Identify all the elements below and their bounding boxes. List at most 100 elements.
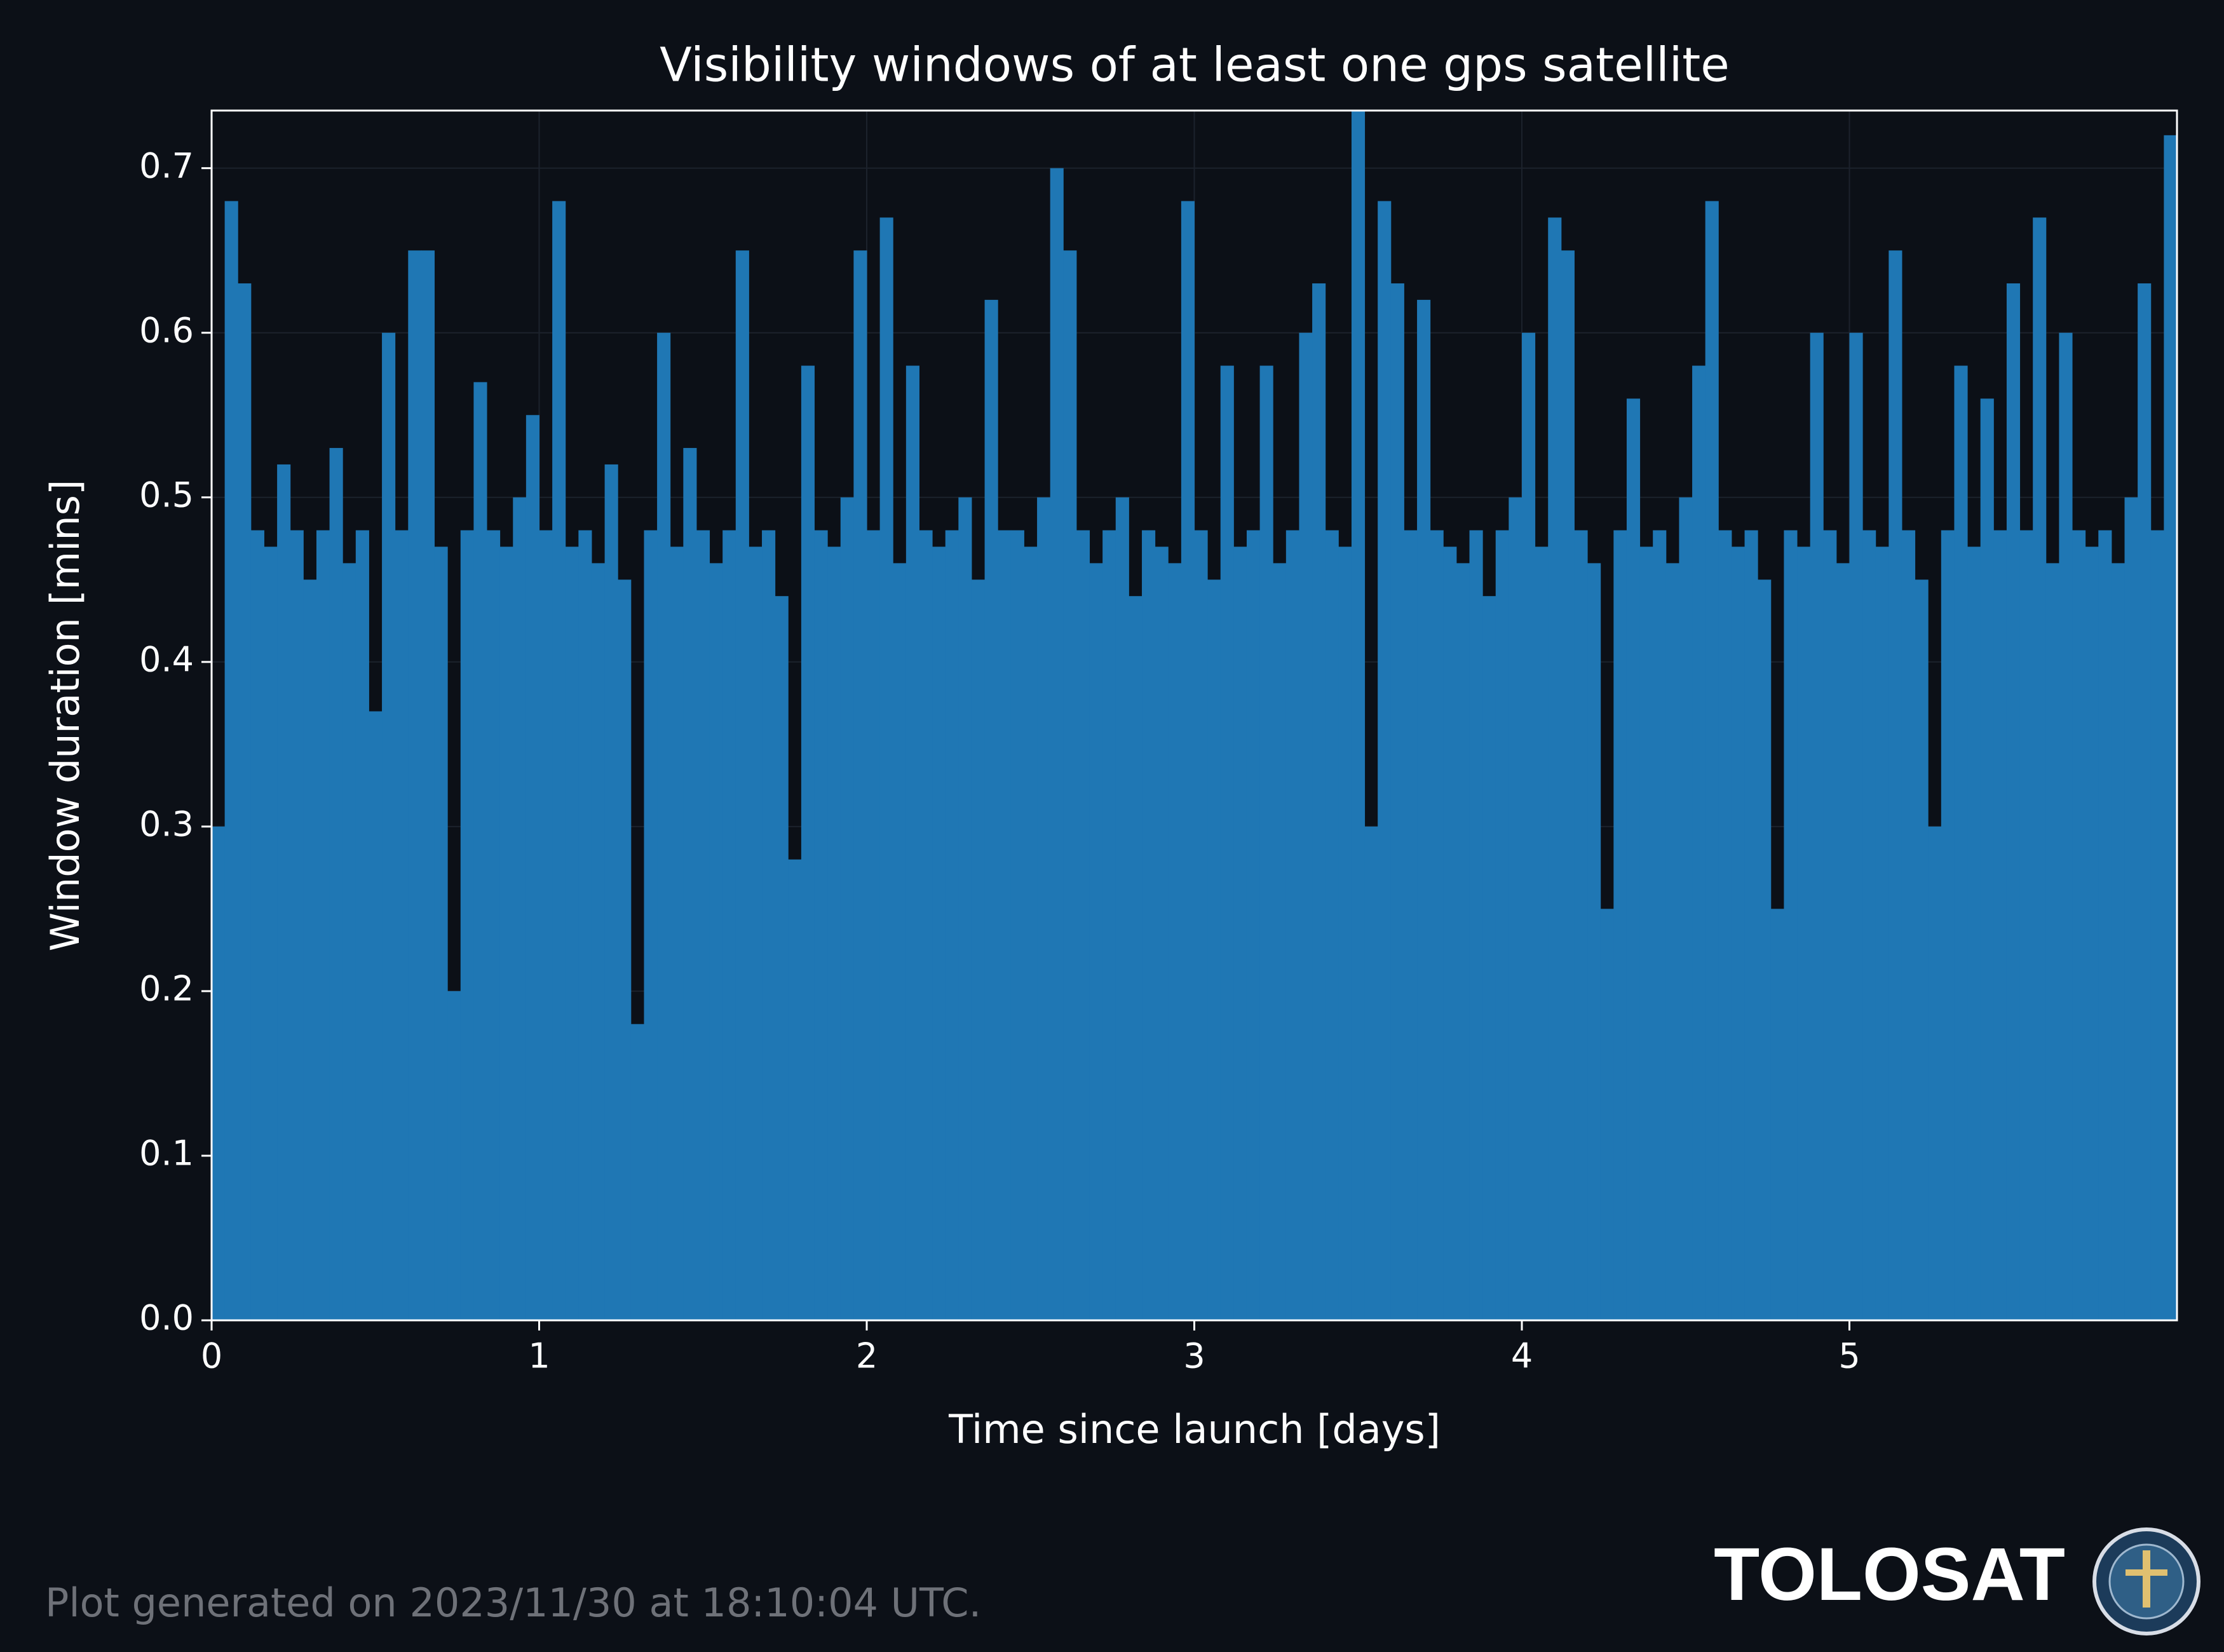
bar bbox=[1246, 530, 1261, 1320]
bar bbox=[1901, 530, 1916, 1320]
bar bbox=[905, 365, 919, 1320]
x-tick-label: 0 bbox=[201, 1336, 222, 1376]
bar bbox=[749, 546, 763, 1320]
bar bbox=[342, 563, 356, 1320]
bar bbox=[2164, 135, 2178, 1320]
bar bbox=[683, 448, 697, 1320]
bar bbox=[1535, 546, 1549, 1320]
y-axis-label: Window duration [mins] bbox=[42, 480, 88, 951]
bar bbox=[1378, 201, 1392, 1320]
bar bbox=[945, 530, 959, 1320]
bar bbox=[1548, 217, 1562, 1320]
bar bbox=[408, 250, 422, 1321]
bar bbox=[1875, 546, 1889, 1320]
bar bbox=[1823, 530, 1837, 1320]
bar bbox=[499, 546, 513, 1320]
bar bbox=[709, 563, 723, 1320]
bar bbox=[565, 546, 579, 1320]
y-tick-label: 0.2 bbox=[139, 969, 194, 1009]
bar bbox=[1980, 398, 1994, 1321]
bar bbox=[932, 546, 946, 1320]
bar bbox=[1050, 168, 1064, 1321]
bar bbox=[853, 250, 867, 1321]
bar bbox=[1259, 365, 1273, 1320]
bar bbox=[264, 546, 278, 1320]
bar bbox=[1561, 250, 1575, 1321]
bar bbox=[1089, 563, 1103, 1320]
bar bbox=[1115, 497, 1129, 1320]
bar bbox=[421, 250, 435, 1321]
bar bbox=[1626, 398, 1641, 1321]
bar bbox=[762, 530, 776, 1320]
bar bbox=[1993, 530, 2007, 1320]
bar bbox=[919, 530, 933, 1320]
bar bbox=[1482, 596, 1496, 1321]
bar bbox=[657, 332, 671, 1320]
bar bbox=[840, 497, 854, 1320]
bar bbox=[395, 530, 409, 1320]
bar bbox=[1338, 546, 1352, 1320]
bar bbox=[1888, 250, 1902, 1321]
bar bbox=[1364, 826, 1378, 1320]
bar bbox=[525, 415, 539, 1321]
bar bbox=[1010, 530, 1024, 1320]
bar bbox=[447, 991, 461, 1320]
bar bbox=[473, 382, 487, 1320]
bar bbox=[1129, 596, 1143, 1321]
bar bbox=[2045, 563, 2059, 1320]
bar bbox=[879, 217, 893, 1320]
bar bbox=[1731, 546, 1746, 1320]
bar bbox=[1705, 201, 1719, 1320]
bar bbox=[1220, 365, 1234, 1320]
bar bbox=[382, 332, 396, 1320]
bar bbox=[735, 250, 749, 1321]
bar bbox=[2150, 530, 2164, 1320]
x-tick-label: 4 bbox=[1511, 1336, 1533, 1376]
bar bbox=[1325, 530, 1339, 1320]
bar bbox=[827, 546, 841, 1320]
bar bbox=[893, 563, 907, 1320]
bar bbox=[1665, 563, 1679, 1320]
bar bbox=[2006, 283, 2021, 1320]
bar bbox=[958, 497, 972, 1320]
bar bbox=[212, 826, 226, 1320]
plot-area: 0.0 0.1 0.2 0.3 0.4 0.5 0.6 0.7 0 1 2 3 4 5 bbox=[139, 109, 2178, 1376]
bar bbox=[290, 530, 304, 1320]
bar bbox=[1168, 563, 1182, 1320]
bar bbox=[238, 283, 252, 1320]
bar bbox=[2138, 283, 2152, 1320]
bar bbox=[1469, 530, 1483, 1320]
y-tick-label: 0.7 bbox=[139, 146, 194, 186]
chart-title: Visibility windows of at least one gps s… bbox=[660, 38, 1730, 93]
bar bbox=[1810, 332, 1824, 1320]
bar bbox=[604, 464, 618, 1320]
bar bbox=[1928, 826, 1942, 1320]
bar bbox=[277, 464, 291, 1320]
y-tick-label: 0.1 bbox=[139, 1134, 194, 1174]
bar bbox=[591, 563, 606, 1320]
bar bbox=[539, 530, 553, 1320]
bar bbox=[814, 530, 828, 1320]
bar bbox=[578, 530, 592, 1320]
footer-note: Plot generated on 2023/11/30 at 18:10:04… bbox=[45, 1580, 981, 1626]
brand: TOLOSAT bbox=[1714, 1533, 2065, 1616]
bar bbox=[1967, 546, 1981, 1320]
bar bbox=[801, 365, 815, 1320]
bar bbox=[1941, 530, 1955, 1320]
bar bbox=[1181, 201, 1195, 1320]
bar bbox=[1285, 530, 1299, 1320]
bar bbox=[224, 201, 238, 1320]
x-tick-label: 2 bbox=[856, 1336, 878, 1376]
bar bbox=[1679, 497, 1693, 1320]
bar bbox=[1639, 546, 1653, 1320]
y-tick-label: 0.6 bbox=[139, 310, 194, 350]
bar bbox=[670, 546, 684, 1320]
bar bbox=[513, 497, 527, 1320]
bar bbox=[355, 530, 369, 1320]
y-tick-label: 0.4 bbox=[139, 639, 194, 679]
logo-mark bbox=[2126, 1569, 2167, 1576]
y-tick-label: 0.0 bbox=[139, 1298, 194, 1338]
bar bbox=[867, 530, 881, 1320]
bar bbox=[1862, 530, 1876, 1320]
y-tick-label: 0.5 bbox=[139, 475, 194, 515]
